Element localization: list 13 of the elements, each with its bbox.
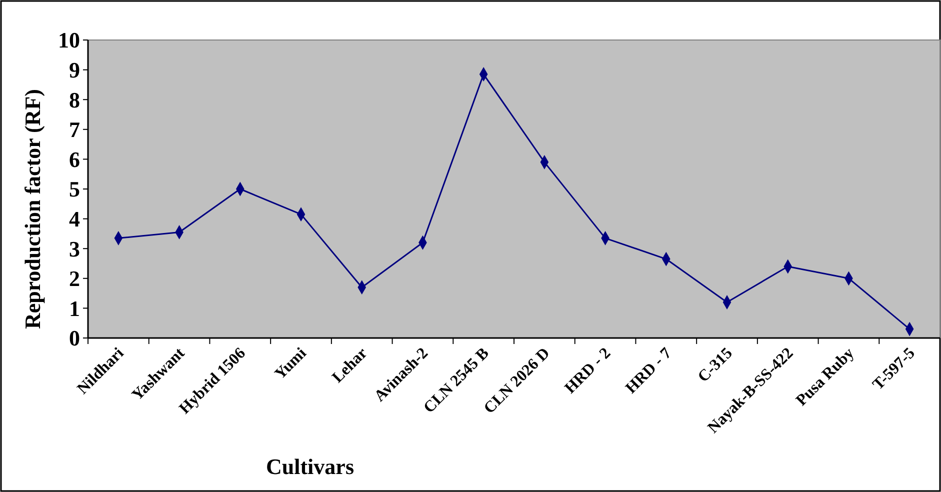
x-axis-title: Cultivars — [266, 454, 354, 479]
y-tick-label: 8 — [69, 87, 80, 112]
y-tick-label: 0 — [69, 326, 80, 351]
y-tick-label: 3 — [69, 236, 80, 262]
y-axis-title: Reproduction factor (RF) — [20, 89, 45, 329]
y-tick-label: 5 — [69, 176, 80, 202]
y-tick-label: 2 — [69, 266, 80, 292]
y-tick-label: 7 — [69, 117, 80, 142]
y-tick-label: 10 — [58, 28, 80, 53]
y-tick-label: 6 — [69, 146, 80, 172]
y-tick-label: 4 — [69, 206, 80, 232]
y-tick-label: 1 — [69, 296, 80, 321]
y-tick-label: 9 — [69, 58, 80, 82]
